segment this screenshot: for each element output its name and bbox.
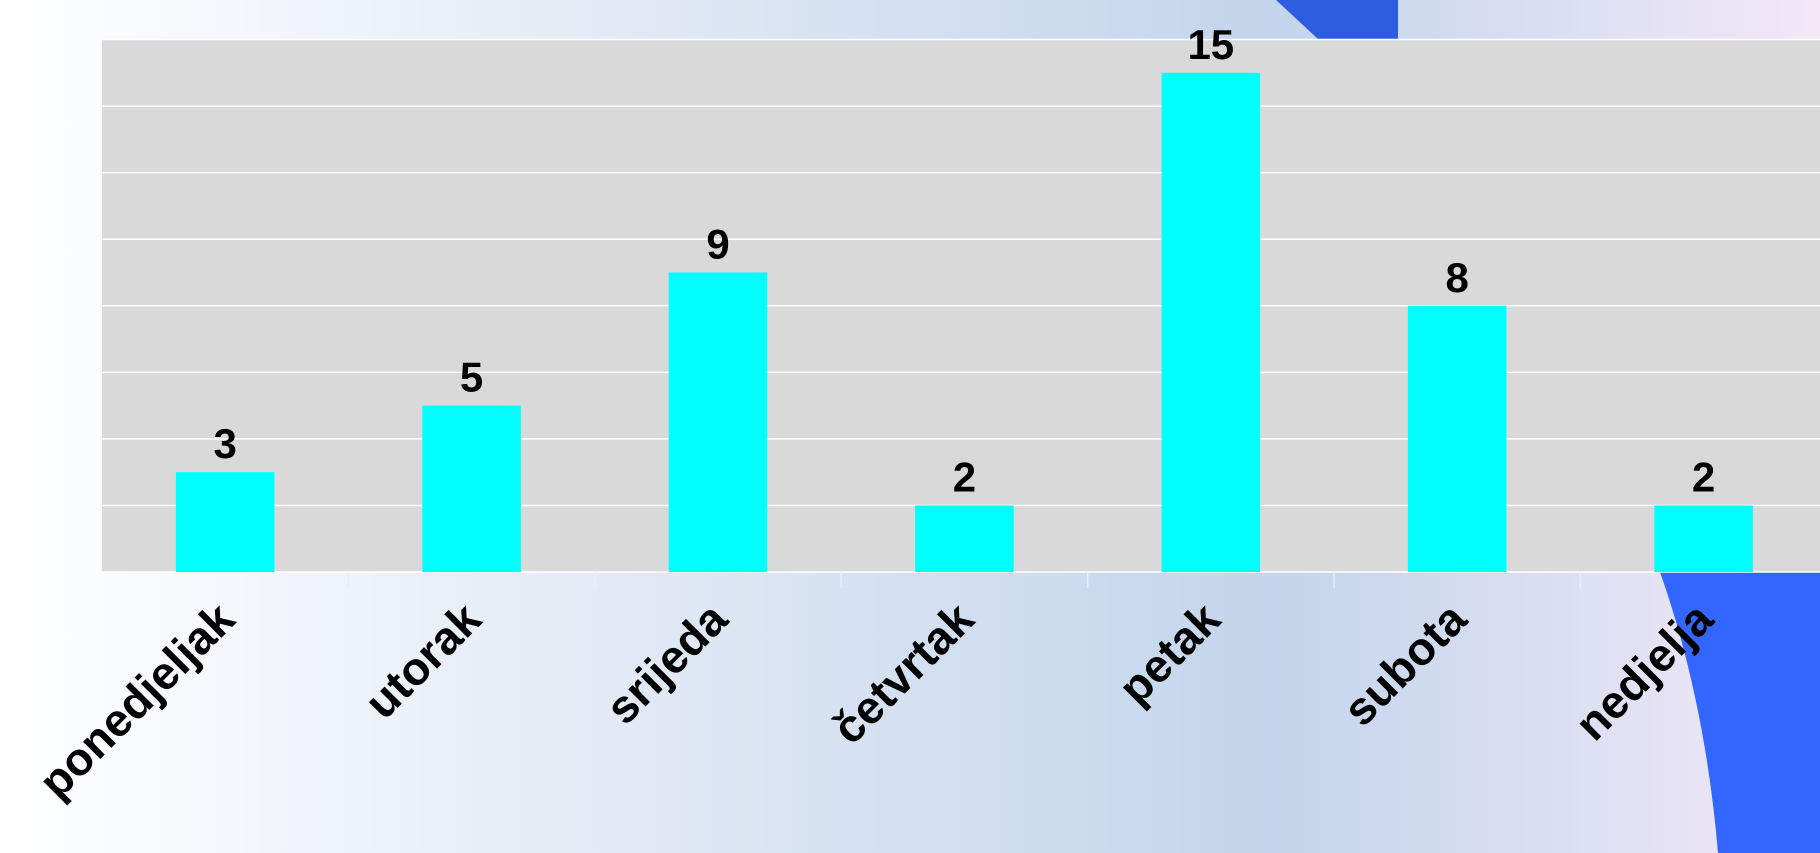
data-label: 8 bbox=[1446, 254, 1469, 301]
bar bbox=[175, 472, 275, 572]
data-label: 2 bbox=[1692, 453, 1715, 500]
bar bbox=[1654, 505, 1753, 572]
bar bbox=[668, 272, 768, 572]
bar bbox=[1161, 72, 1261, 572]
bar bbox=[1407, 305, 1507, 572]
decoration bbox=[1276, 0, 1398, 39]
data-label: 2 bbox=[953, 453, 976, 500]
data-label: 5 bbox=[460, 354, 483, 401]
bar bbox=[915, 505, 1014, 572]
bar bbox=[422, 405, 521, 572]
data-label: 3 bbox=[214, 420, 237, 467]
decoration bbox=[1660, 572, 1820, 853]
data-label: 9 bbox=[706, 220, 729, 267]
data-label: 15 bbox=[1187, 21, 1234, 68]
